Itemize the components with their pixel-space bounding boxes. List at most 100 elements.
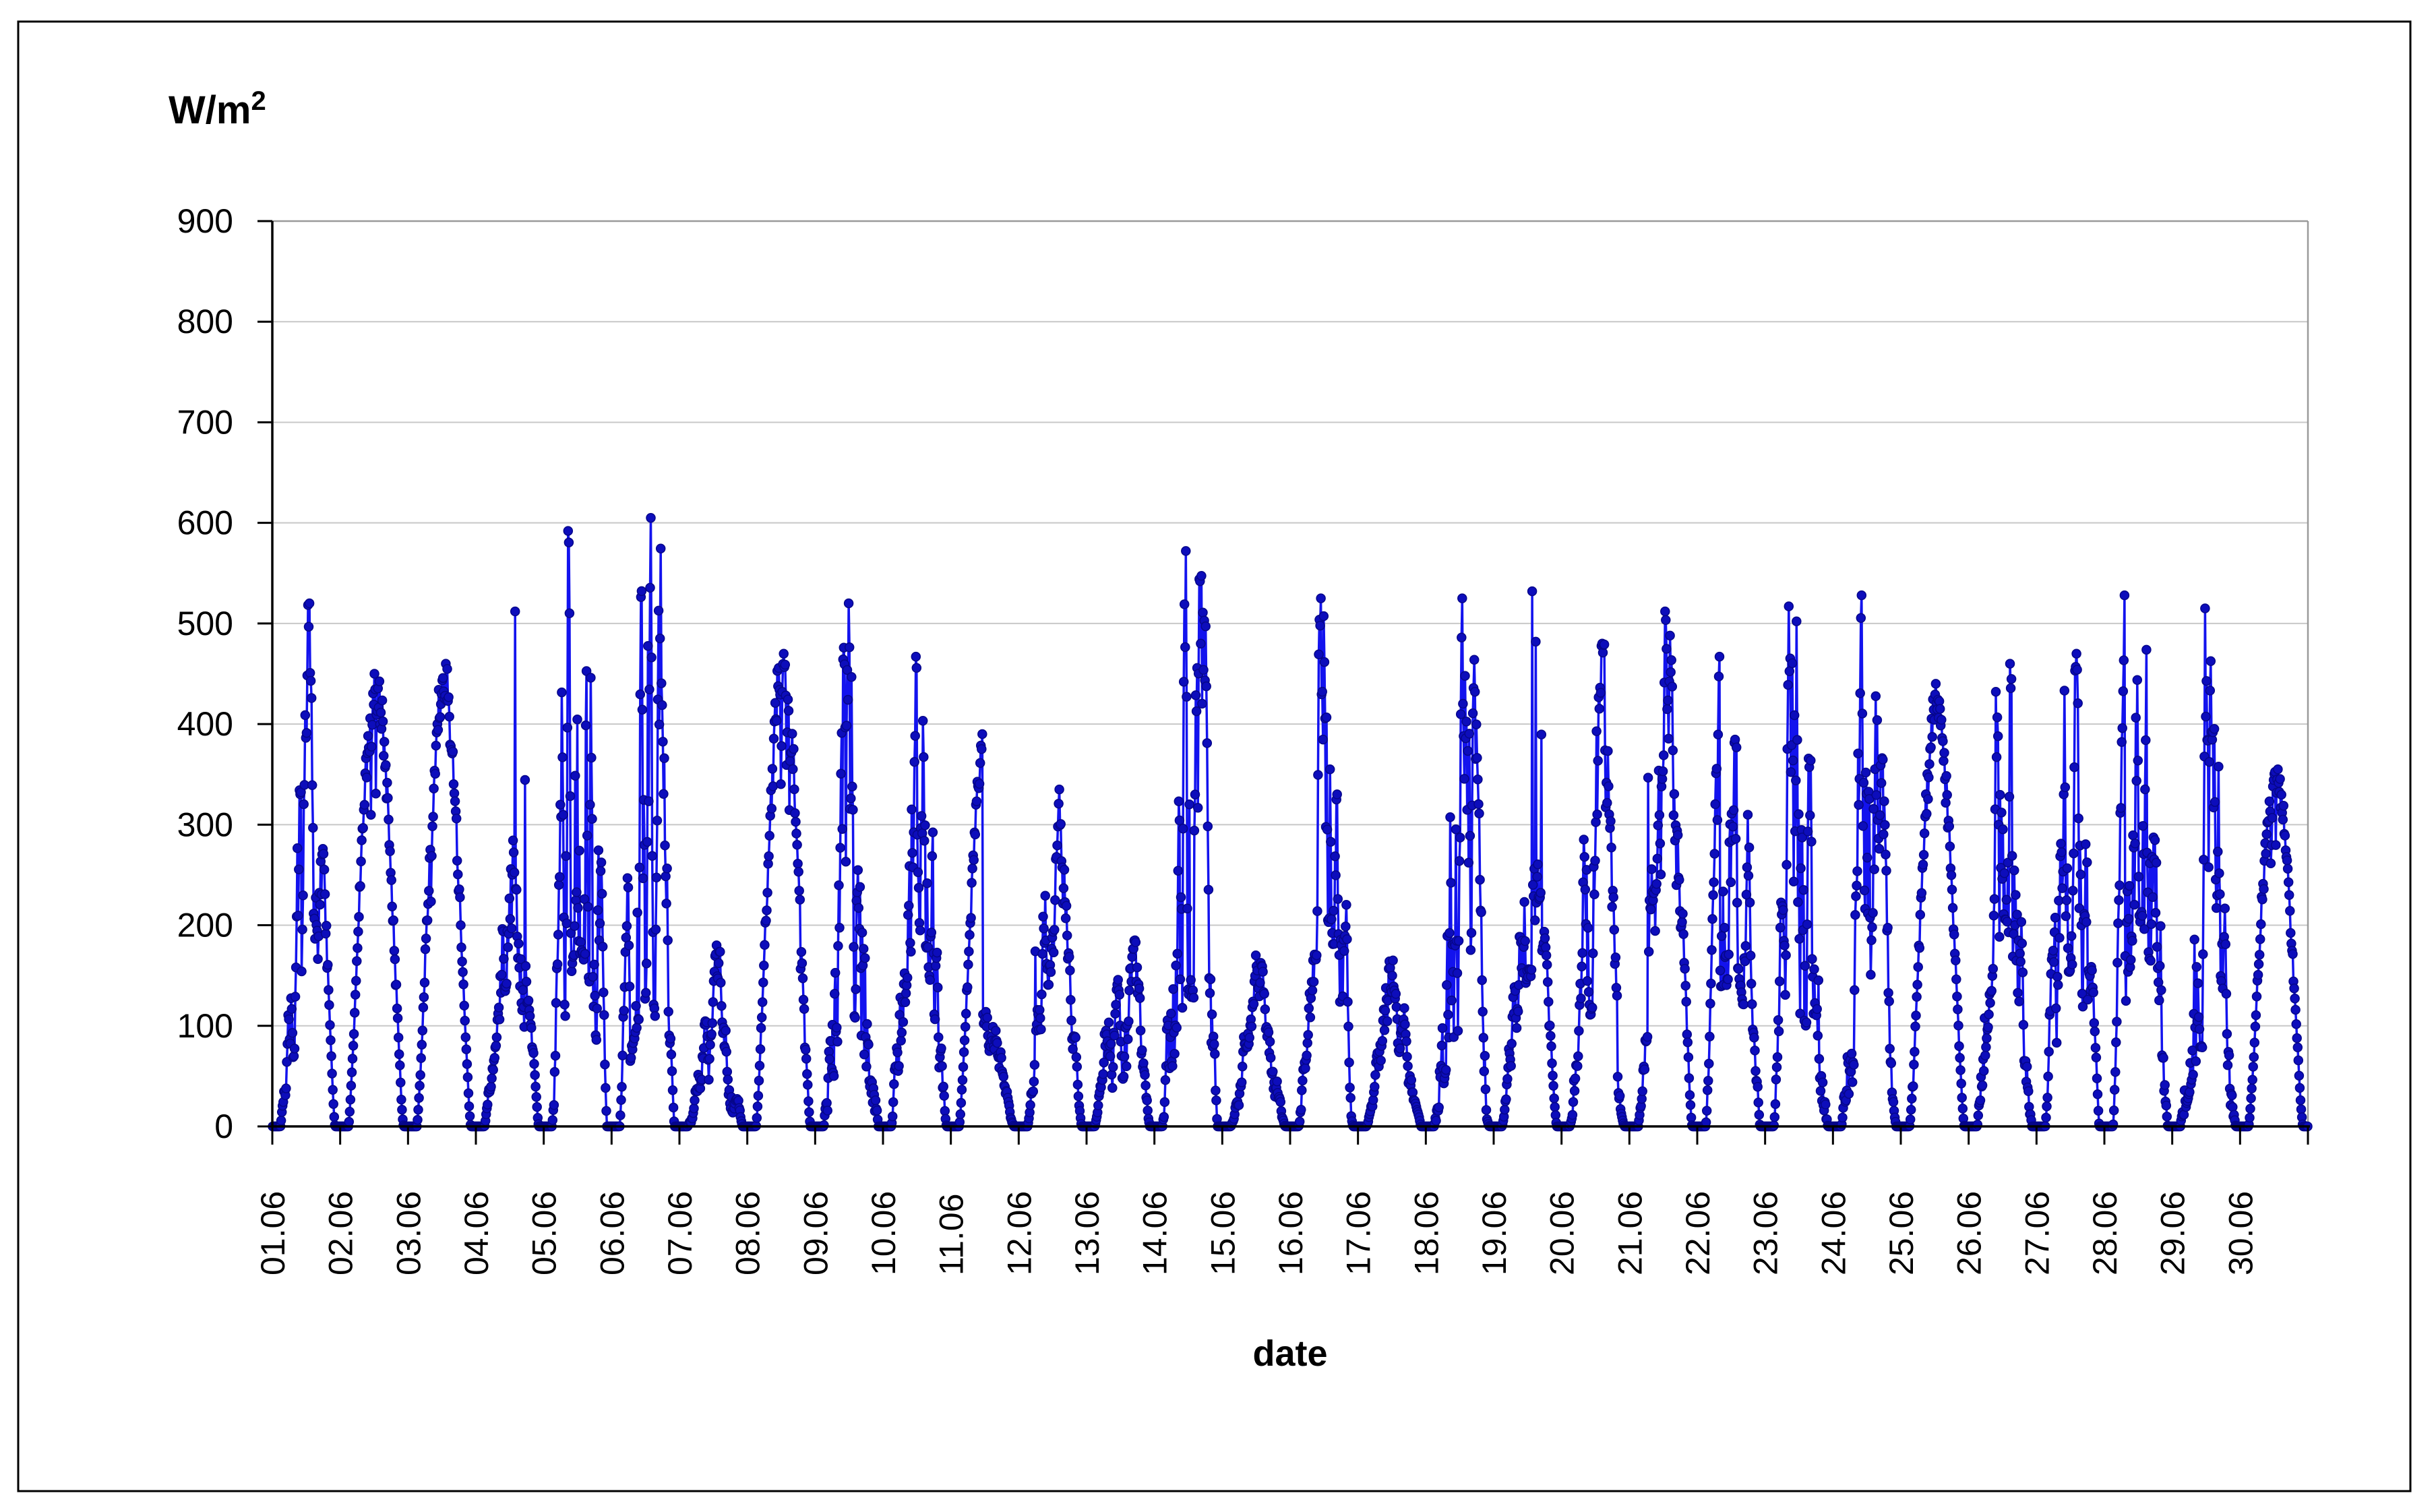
data-point	[1574, 1025, 1584, 1036]
data-point	[1680, 980, 1691, 991]
data-point	[396, 1077, 406, 1088]
data-point	[1099, 1057, 1109, 1068]
data-point	[1211, 1095, 1221, 1106]
data-point	[1975, 1095, 1986, 1106]
data-point	[1860, 767, 1871, 778]
y-axis-unit-label: W/m2	[169, 86, 266, 132]
data-point	[2194, 1024, 2205, 1034]
data-point	[2289, 983, 2299, 994]
data-point	[1912, 992, 1922, 1002]
data-point	[1858, 777, 1869, 788]
data-point	[590, 990, 600, 1001]
data-point	[1234, 1100, 1244, 1110]
data-point	[1847, 1077, 1858, 1087]
data-point	[2276, 789, 2286, 800]
data-point	[792, 840, 802, 850]
data-point	[2162, 1112, 2172, 1122]
data-point	[383, 793, 393, 803]
data-point	[862, 1019, 872, 1029]
data-point	[2253, 969, 2263, 980]
data-point	[1930, 679, 1941, 689]
data-point	[1796, 863, 1806, 874]
data-point	[491, 1041, 501, 1051]
data-point	[2137, 911, 2148, 921]
y-tick-label: 400	[177, 705, 233, 743]
data-point	[2284, 890, 2294, 900]
data-point	[1580, 884, 1591, 895]
data-point	[1879, 829, 1889, 839]
data-point	[448, 779, 459, 789]
data-point	[452, 855, 462, 866]
data-point	[2048, 957, 2059, 967]
data-point	[2042, 1092, 2052, 1103]
data-point	[2282, 855, 2292, 866]
data-point	[916, 811, 927, 821]
data-point	[764, 830, 774, 841]
data-point	[1947, 903, 1958, 913]
data-point	[870, 1095, 881, 1106]
data-point	[418, 1002, 429, 1012]
data-point	[2199, 855, 2209, 865]
data-point	[2067, 959, 2077, 970]
data-point	[390, 954, 400, 965]
data-point	[384, 814, 394, 824]
data-point	[1709, 849, 1719, 859]
x-tick-label: 27.06	[2018, 1191, 2056, 1275]
data-point	[1472, 753, 1482, 763]
data-point	[666, 1050, 677, 1060]
data-point	[1980, 1050, 1990, 1061]
data-point	[1773, 1026, 1784, 1037]
data-point	[565, 791, 576, 802]
data-point	[1532, 872, 1542, 882]
data-point	[1305, 1012, 1316, 1023]
data-point	[499, 954, 509, 964]
data-point	[1611, 982, 1622, 993]
data-point	[2254, 950, 2265, 960]
data-point	[1402, 1052, 1412, 1062]
data-point	[1870, 691, 1881, 701]
data-point	[1297, 1085, 1307, 1095]
data-point	[1650, 926, 1660, 936]
data-point	[2015, 948, 2025, 959]
data-point	[1573, 1061, 1583, 1071]
data-point	[586, 673, 596, 683]
data-point	[1740, 941, 1751, 951]
data-point	[955, 1109, 966, 1120]
x-tick-label: 04.06	[458, 1191, 495, 1275]
data-point	[1923, 794, 1933, 804]
data-point	[1709, 877, 1719, 887]
data-point	[2220, 903, 2230, 913]
data-point	[1784, 601, 1794, 611]
data-point	[1730, 734, 1740, 745]
data-point	[1846, 1048, 1857, 1059]
data-point	[1180, 642, 1190, 653]
data-point	[1121, 1061, 1132, 1072]
data-point	[1370, 1070, 1380, 1080]
data-point	[802, 1069, 812, 1079]
data-point	[1451, 824, 1461, 835]
data-point	[768, 733, 779, 744]
data-point	[2048, 945, 2059, 956]
data-point	[1769, 1112, 1780, 1122]
data-point	[1502, 1074, 1513, 1084]
data-point	[654, 633, 665, 644]
data-point	[1723, 974, 1733, 985]
data-point	[910, 731, 920, 741]
data-point	[1160, 1075, 1171, 1085]
data-point	[2126, 955, 2136, 965]
data-point	[857, 928, 867, 938]
data-point	[896, 1027, 907, 1037]
data-point	[2251, 992, 2262, 1002]
data-point	[300, 710, 311, 721]
data-point	[2112, 1017, 2122, 1027]
data-point	[1275, 1097, 1286, 1107]
data-point	[1453, 936, 1464, 946]
data-point	[1941, 797, 1951, 808]
data-point	[381, 760, 391, 770]
data-point	[1684, 1073, 1695, 1083]
data-point	[1881, 866, 1891, 876]
data-point	[923, 942, 933, 952]
data-point	[1849, 1060, 1859, 1070]
data-point	[1469, 687, 1480, 697]
data-point	[654, 719, 665, 729]
